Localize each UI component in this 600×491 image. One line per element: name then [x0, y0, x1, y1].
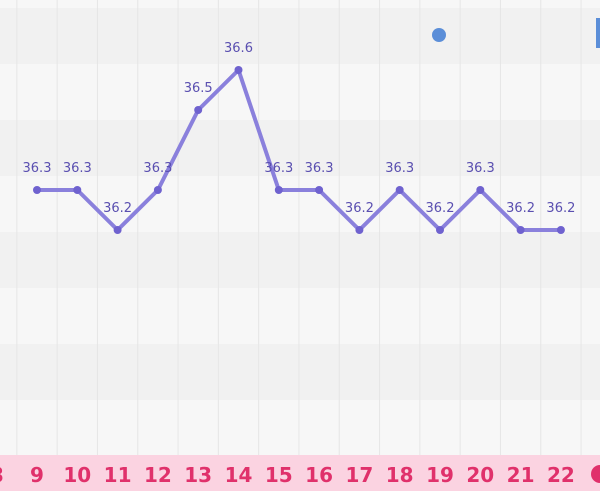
series-line: [35, 68, 563, 232]
x-tick-12[interactable]: 12: [144, 463, 172, 487]
data-label-15: 36.3: [264, 161, 293, 176]
data-point-17[interactable]: [355, 226, 364, 234]
series-group: [33, 66, 565, 234]
data-point-11[interactable]: [113, 226, 122, 234]
x-tick-partial-left[interactable]: 8: [0, 463, 4, 487]
data-label-17: 36.2: [345, 201, 374, 216]
data-label-21: 36.2: [506, 201, 535, 216]
vertical-gridlines: [16, 0, 582, 455]
x-tick-22[interactable]: 22: [547, 463, 575, 487]
grid-band: [0, 344, 600, 400]
x-axis-bar: [0, 455, 600, 491]
x-tick-15[interactable]: 15: [265, 463, 293, 487]
grid-band: [0, 8, 600, 64]
selection-marker[interactable]: [432, 28, 446, 42]
data-point-10[interactable]: [73, 186, 82, 194]
right-edge-pink-indicator: [591, 465, 600, 483]
data-point-9[interactable]: [33, 186, 41, 194]
data-label-19: 36.2: [426, 201, 455, 216]
grid-band: [0, 232, 600, 288]
data-label-11: 36.2: [103, 201, 132, 216]
data-label-10: 36.3: [63, 161, 92, 176]
x-tick-9[interactable]: 9: [30, 463, 44, 487]
x-tick-21[interactable]: 21: [507, 463, 535, 487]
data-point-13[interactable]: [194, 106, 203, 114]
data-point-22[interactable]: [556, 226, 565, 234]
data-label-20: 36.3: [466, 161, 495, 176]
x-tick-19[interactable]: 19: [426, 463, 454, 487]
data-label-22: 36.2: [546, 201, 575, 216]
data-point-20[interactable]: [476, 186, 485, 194]
data-point-16[interactable]: [315, 186, 324, 194]
data-label-9: 36.3: [23, 161, 52, 176]
data-point-12[interactable]: [153, 186, 162, 194]
data-point-14[interactable]: [234, 66, 243, 74]
x-axis-ticks: 8 9 10 11 12 13 14 15 16 17 18 19 20 21 22: [0, 463, 575, 487]
data-point-15[interactable]: [274, 186, 283, 194]
x-tick-16[interactable]: 16: [305, 463, 333, 487]
right-edge-indicator: [596, 18, 600, 48]
x-tick-14[interactable]: 14: [225, 463, 253, 487]
data-point-21[interactable]: [516, 226, 525, 234]
x-tick-13[interactable]: 13: [184, 463, 212, 487]
data-labels: 36.3 36.3 36.2 36.3 36.5 36.6 36.3 36.3 36.2 36.3…: [23, 41, 576, 216]
data-label-16: 36.3: [305, 161, 334, 176]
data-point-19[interactable]: [436, 226, 444, 234]
data-point-18[interactable]: [395, 186, 404, 194]
x-tick-20[interactable]: 20: [466, 463, 494, 487]
data-label-14: 36.6: [224, 41, 253, 56]
data-label-18: 36.3: [385, 161, 414, 176]
x-tick-18[interactable]: 18: [386, 463, 414, 487]
x-tick-10[interactable]: 10: [63, 463, 91, 487]
x-tick-17[interactable]: 17: [345, 463, 373, 487]
x-tick-11[interactable]: 11: [104, 463, 132, 487]
data-label-12: 36.3: [143, 161, 172, 176]
data-label-13: 36.5: [184, 81, 213, 96]
